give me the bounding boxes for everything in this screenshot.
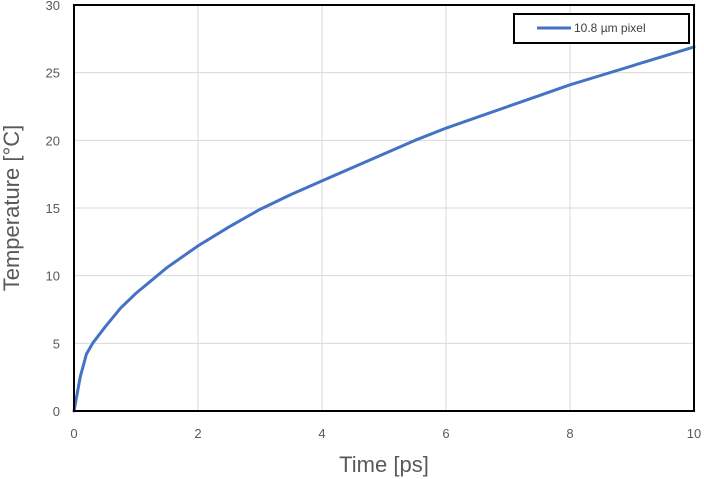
- x-tick-label: 8: [566, 426, 573, 441]
- y-tick-label: 15: [46, 201, 60, 216]
- x-tick-label: 10: [687, 426, 701, 441]
- series-line: [72, 45, 696, 413]
- y-tick-label: 0: [53, 404, 60, 419]
- x-tick-label: 2: [194, 426, 201, 441]
- x-tick-label: 0: [70, 426, 77, 441]
- y-tick-label: 20: [46, 133, 60, 148]
- y-tick-label: 25: [46, 66, 60, 81]
- y-tick-label: 5: [53, 336, 60, 351]
- x-tick-label: 6: [442, 426, 449, 441]
- legend: 10.8 µm pixel: [513, 13, 690, 44]
- y-axis-title: Temperature [°C]: [0, 125, 24, 292]
- x-tick-label: 4: [318, 426, 325, 441]
- gridlines: [73, 4, 695, 412]
- series-lines: [72, 45, 696, 413]
- x-axis-ticks: 0 2 4 6 8 10: [70, 426, 701, 441]
- y-tick-label: 10: [46, 269, 60, 284]
- plot-area-border: [73, 4, 695, 412]
- y-tick-label: 30: [46, 0, 60, 13]
- legend-label: 10.8 µm pixel: [574, 21, 646, 35]
- y-axis-ticks: 0 5 10 15 20 25 30: [46, 0, 60, 419]
- x-axis-title: Time [ps]: [339, 452, 429, 477]
